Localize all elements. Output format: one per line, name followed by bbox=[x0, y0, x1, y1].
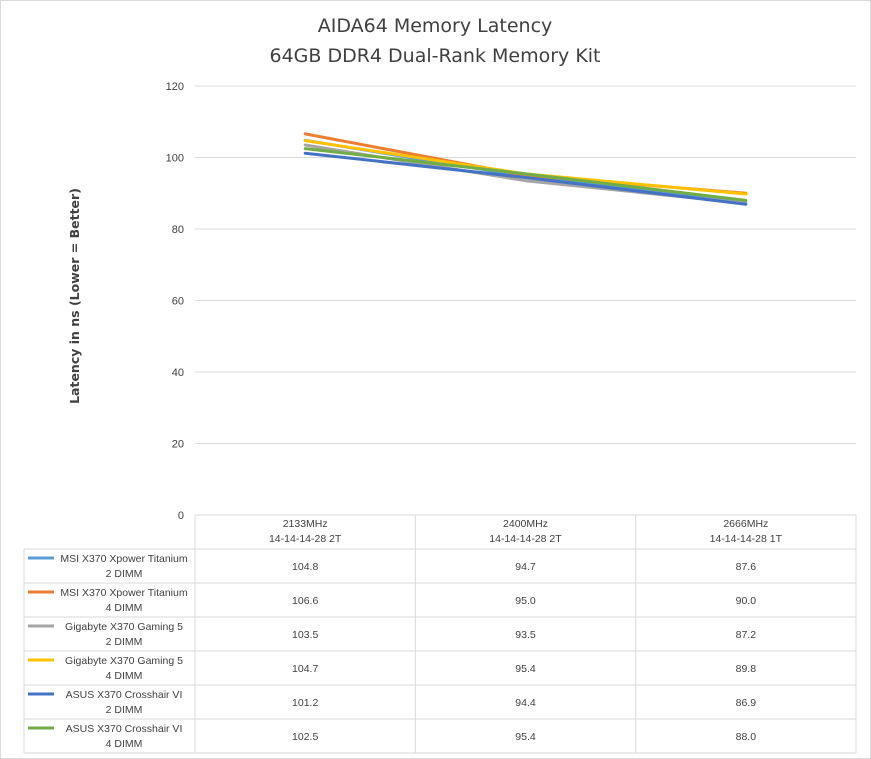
y-tick-label-120: 120 bbox=[166, 81, 184, 93]
x-category-label-1-line-2: 14-14-14-28 2T bbox=[269, 533, 342, 545]
table-value-series-3-col-3: 87.2 bbox=[736, 629, 757, 641]
table-value-series-2-col-3: 90.0 bbox=[736, 595, 757, 607]
table-value-series-1-col-2: 94.7 bbox=[515, 561, 536, 573]
series-name-5-line-2: 2 DIMM bbox=[106, 704, 143, 716]
series-name-2-line-2: 4 DIMM bbox=[106, 602, 143, 614]
table-value-series-1-col-1: 104.8 bbox=[292, 561, 318, 573]
table-value-series-3-col-2: 93.5 bbox=[515, 629, 536, 641]
series-line-4 bbox=[303, 139, 748, 196]
y-tick-label-80: 80 bbox=[172, 224, 184, 236]
table-value-series-6-col-1: 102.5 bbox=[292, 731, 318, 743]
series-name-2-line-1: MSI X370 Xpower Titanium bbox=[60, 587, 187, 599]
table-value-series-3-col-1: 103.5 bbox=[292, 629, 318, 641]
table-value-series-2-col-1: 106.6 bbox=[292, 595, 318, 607]
series-line-5 bbox=[303, 151, 748, 206]
series-name-6-line-1: ASUS X370 Crosshair VI bbox=[66, 723, 183, 735]
table-value-series-6-col-2: 95.4 bbox=[515, 731, 536, 743]
chart-title-line-2: 64GB DDR4 Dual-Rank Memory Kit bbox=[269, 45, 600, 67]
table-value-series-4-col-1: 104.7 bbox=[292, 663, 318, 675]
table-value-series-5-col-1: 101.2 bbox=[292, 697, 318, 709]
x-category-label-2-line-1: 2400MHz bbox=[503, 518, 548, 530]
y-tick-label-0: 0 bbox=[178, 510, 184, 522]
series-name-3-line-1: Gigabyte X370 Gaming 5 bbox=[65, 621, 183, 633]
series-name-3-line-2: 2 DIMM bbox=[106, 636, 143, 648]
x-category-label-3-line-1: 2666MHz bbox=[723, 518, 768, 530]
table-value-series-2-col-2: 95.0 bbox=[515, 595, 536, 607]
series-name-4-line-2: 4 DIMM bbox=[106, 670, 143, 682]
chart-title-line-1: AIDA64 Memory Latency bbox=[318, 15, 553, 37]
x-category-label-3-line-2: 14-14-14-28 1T bbox=[710, 533, 783, 545]
series-name-5-line-1: ASUS X370 Crosshair VI bbox=[66, 689, 183, 701]
table-value-series-4-col-3: 89.8 bbox=[736, 663, 757, 675]
table-value-series-1-col-3: 87.6 bbox=[736, 561, 757, 573]
table-value-series-4-col-2: 95.4 bbox=[515, 663, 536, 675]
series-line-2 bbox=[303, 132, 748, 195]
series-name-4-line-1: Gigabyte X370 Gaming 5 bbox=[65, 655, 183, 667]
table-value-series-5-col-3: 86.9 bbox=[736, 697, 757, 709]
y-tick-label-60: 60 bbox=[172, 296, 184, 308]
y-tick-label-100: 100 bbox=[166, 153, 184, 165]
table-value-series-6-col-3: 88.0 bbox=[736, 731, 757, 743]
x-category-label-2-line-2: 14-14-14-28 2T bbox=[489, 533, 562, 545]
series-line-6 bbox=[303, 147, 748, 202]
series-name-1-line-2: 2 DIMM bbox=[106, 568, 143, 580]
y-tick-label-40: 40 bbox=[172, 367, 184, 379]
series-name-6-line-2: 4 DIMM bbox=[106, 738, 143, 750]
table-value-series-5-col-2: 94.4 bbox=[515, 697, 536, 709]
series-name-1-line-1: MSI X370 Xpower Titanium bbox=[60, 553, 187, 565]
y-tick-label-20: 20 bbox=[172, 439, 184, 451]
x-category-label-1-line-1: 2133MHz bbox=[283, 518, 328, 530]
y-axis-label: Latency in ns (Lower = Better) bbox=[67, 188, 82, 404]
